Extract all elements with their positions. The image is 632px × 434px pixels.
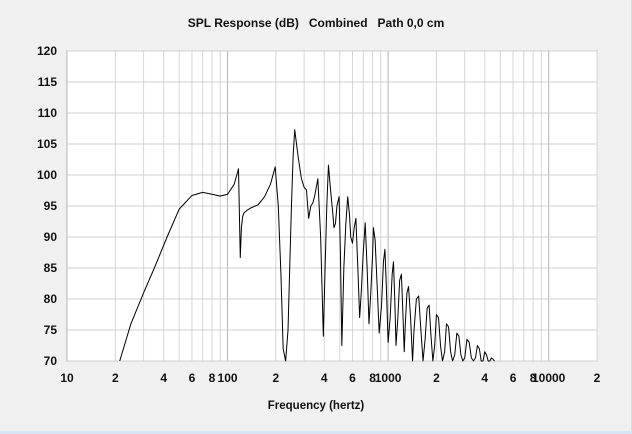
x-tick-label: 100: [218, 371, 238, 385]
y-tick-label: 110: [38, 106, 58, 120]
y-tick-label: 120: [37, 44, 57, 58]
x-tick-label: 4: [160, 371, 167, 385]
y-tick-label: 80: [44, 292, 58, 306]
x-tick-label: 6: [510, 371, 517, 385]
x-tick-label: 6: [189, 371, 196, 385]
x-tick-label: 6: [349, 371, 356, 385]
series-layer: [119, 129, 495, 362]
y-tick-label: 100: [37, 168, 57, 182]
x-tick-label: 8: [369, 371, 376, 385]
series-line: [119, 129, 495, 362]
x-tick-label: 10: [60, 371, 74, 385]
x-tick-label: 1000: [375, 371, 402, 385]
x-tick-label: 2: [433, 371, 440, 385]
x-tick-label: 8: [530, 371, 537, 385]
chart-title: SPL Response (dB) Combined Path 0,0 cm: [187, 16, 445, 30]
x-tick-label: 8: [209, 371, 216, 385]
y-tick-label: 95: [44, 199, 58, 213]
x-tick-label: 2: [594, 371, 601, 385]
x-tick-label: 4: [321, 371, 328, 385]
y-tick-label: 70: [44, 354, 58, 368]
x-tick-label: 4: [481, 371, 488, 385]
y-tick-label: 85: [44, 261, 58, 275]
x-tick-label: 10000: [532, 371, 566, 385]
x-tick-label: 2: [273, 371, 280, 385]
y-tick-label: 115: [38, 75, 58, 89]
y-tick-label: 90: [44, 230, 58, 244]
x-axis-label: Frequency (hertz): [267, 400, 365, 412]
y-axis-ticks: 70 75 80 85 90 95 100 105 110 115 120: [37, 44, 57, 368]
y-tick-label: 75: [44, 323, 58, 337]
y-tick-label: 105: [37, 137, 57, 151]
window-bottom-edge: [0, 431, 632, 434]
x-tick-label: 2: [112, 371, 119, 385]
